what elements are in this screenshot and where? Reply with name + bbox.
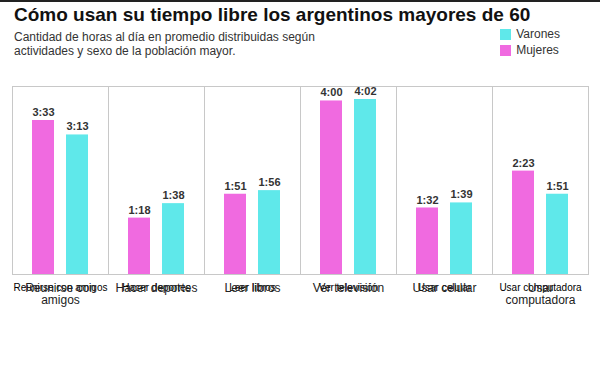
svg-text:Usarcomputadora: Usarcomputadora bbox=[505, 281, 575, 307]
html-text:Cantidad de horas al día en pr: Cantidad de horas al día en promedio dis… bbox=[14, 30, 315, 58]
html-text:Varones: Varones bbox=[516, 27, 560, 41]
svg-text:3:33: 3:33 bbox=[32, 106, 54, 118]
svg-text:Leer libros: Leer libros bbox=[224, 281, 280, 295]
svg-text:4:02: 4:02 bbox=[354, 85, 376, 97]
html-text:Cómo usan su tiempo libre los: Cómo usan su tiempo libre los argentinos… bbox=[14, 4, 531, 25]
svg-text:1:18: 1:18 bbox=[128, 204, 150, 216]
svg-text:Usar celular: Usar celular bbox=[412, 281, 476, 295]
svg-text:1:39: 1:39 bbox=[450, 188, 472, 200]
svg-text:1:32: 1:32 bbox=[416, 193, 438, 205]
svg-text:Usar computadora: Usar computadora bbox=[499, 281, 582, 293]
svg-text:Hacer deportes: Hacer deportes bbox=[115, 281, 197, 295]
svg-text:1:51: 1:51 bbox=[224, 180, 246, 192]
html-text:Mujeres: Mujeres bbox=[516, 43, 559, 57]
svg-text:1:56: 1:56 bbox=[258, 176, 280, 188]
svg-text:Ver televisión: Ver televisión bbox=[313, 281, 384, 295]
svg-text:3:13: 3:13 bbox=[66, 120, 88, 132]
svg-text:Reunirse conamigos: Reunirse conamigos bbox=[25, 281, 96, 307]
svg-text:2:23: 2:23 bbox=[512, 157, 534, 169]
svg-text:1:51: 1:51 bbox=[546, 180, 568, 192]
svg-text:1:38: 1:38 bbox=[162, 189, 184, 201]
svg-text:4:00: 4:00 bbox=[320, 86, 342, 98]
